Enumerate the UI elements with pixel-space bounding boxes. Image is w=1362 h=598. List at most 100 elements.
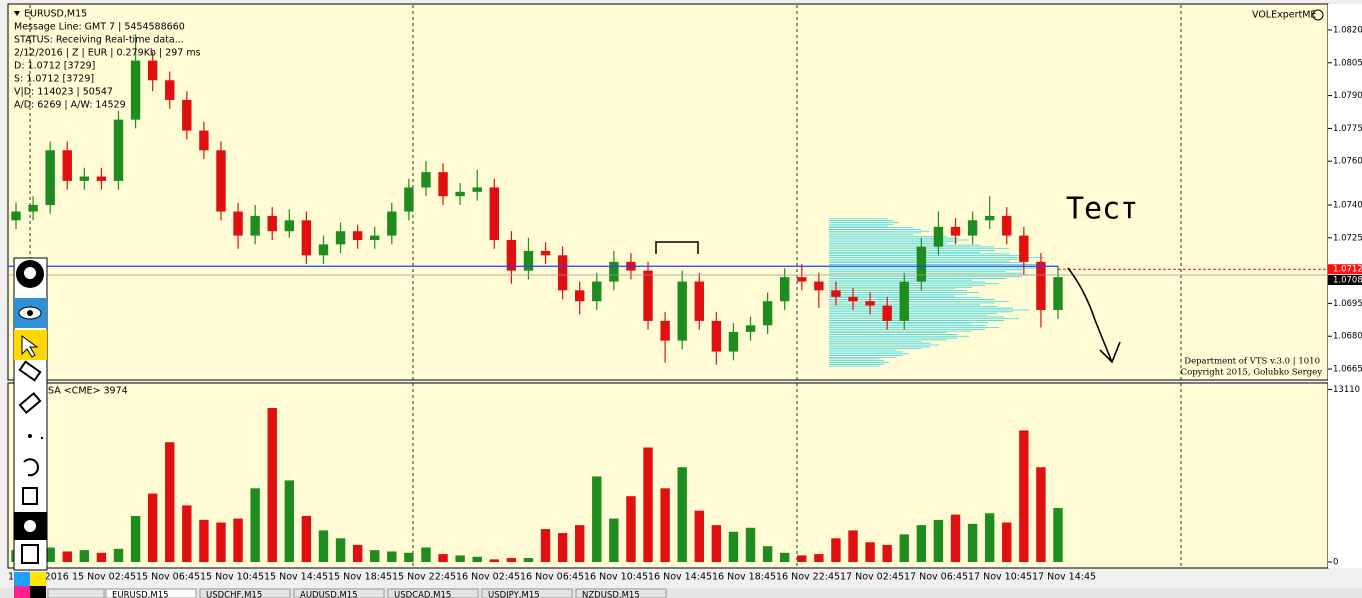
candle-body bbox=[899, 281, 909, 321]
volume-bar bbox=[387, 551, 397, 562]
volume-bar bbox=[694, 510, 704, 562]
credit: Copyright 2015, Golubko Sergey bbox=[1181, 368, 1323, 378]
candle-body bbox=[489, 187, 499, 240]
camera-icon bbox=[24, 520, 36, 532]
tab[interactable] bbox=[387, 588, 479, 598]
dot-tool[interactable] bbox=[40, 436, 44, 440]
volume-bar bbox=[335, 538, 346, 562]
volume-bar bbox=[933, 519, 944, 562]
volume-bar bbox=[557, 533, 568, 562]
volume-bar bbox=[267, 408, 277, 562]
candle-body bbox=[711, 320, 722, 352]
candle-body bbox=[165, 80, 175, 100]
candle-body bbox=[540, 250, 551, 256]
y-tick-label: 1.0820 bbox=[1333, 25, 1362, 35]
volume-bar bbox=[199, 519, 209, 562]
volume-bar bbox=[62, 551, 72, 562]
undo-tool[interactable] bbox=[23, 458, 39, 477]
volume-bar bbox=[216, 522, 226, 562]
volume-bar bbox=[165, 442, 175, 562]
volume-bar bbox=[1002, 522, 1012, 562]
volume-bar bbox=[609, 518, 619, 562]
x-tick-label: 15 Nov 18:45 bbox=[328, 572, 392, 583]
eraser-tool[interactable] bbox=[18, 391, 42, 415]
candle-body bbox=[728, 331, 739, 352]
volume-bar bbox=[677, 467, 687, 562]
candle-body bbox=[916, 246, 927, 282]
volume-bar bbox=[848, 530, 858, 562]
candle-body bbox=[762, 301, 773, 326]
y-tick-label: 1.0790 bbox=[1333, 91, 1362, 101]
volume-bar bbox=[762, 546, 773, 562]
candle-body bbox=[421, 172, 431, 188]
volume-bar bbox=[728, 531, 739, 562]
y-tick-label: 1.0775 bbox=[1333, 124, 1362, 134]
volume-bar bbox=[950, 514, 961, 562]
price-marker-label: 1.0712 bbox=[1333, 265, 1362, 275]
x-tick-label: 16 Nov 06:45 bbox=[520, 572, 584, 583]
candle-body bbox=[814, 281, 824, 291]
candle-body bbox=[865, 301, 875, 306]
color-yellow[interactable] bbox=[30, 572, 46, 586]
candle-body bbox=[147, 60, 158, 81]
credit: Department of VTS v.3.0 | 1010 bbox=[1184, 357, 1320, 367]
dot-tool[interactable] bbox=[28, 434, 32, 438]
volume-bar bbox=[147, 493, 158, 562]
candle-body bbox=[575, 290, 585, 302]
volume-bar bbox=[745, 527, 756, 562]
volume-bar bbox=[711, 525, 722, 562]
y-tick-label: 1.0740 bbox=[1333, 200, 1362, 210]
color-pink[interactable] bbox=[14, 586, 30, 598]
y-tick-label: 1.0695 bbox=[1333, 299, 1362, 309]
candle-body bbox=[882, 305, 892, 321]
tab-label: NZDUSD,M15 bbox=[582, 591, 640, 598]
tab-label: EURUSD,M15 bbox=[112, 591, 169, 598]
volume-bar bbox=[370, 550, 380, 562]
tab[interactable] bbox=[47, 588, 105, 598]
price-pane bbox=[7, 3, 1329, 381]
list-tool[interactable] bbox=[21, 544, 39, 564]
color-blue[interactable] bbox=[14, 572, 30, 586]
candle-body bbox=[506, 239, 517, 271]
candle-body bbox=[62, 150, 72, 181]
price-marker-label: 1.0708 bbox=[1333, 275, 1362, 285]
tab[interactable] bbox=[199, 588, 291, 598]
candle-body bbox=[96, 176, 107, 181]
info-line: STATUS: Receiving Real-time data... bbox=[14, 35, 184, 46]
tab[interactable] bbox=[293, 588, 385, 598]
drawn-annotation: Тест bbox=[1066, 192, 1138, 227]
collapse-icon[interactable] bbox=[14, 11, 20, 16]
volume-bar bbox=[1036, 467, 1046, 562]
volume-bar bbox=[797, 555, 807, 562]
tab[interactable] bbox=[105, 588, 197, 598]
trash-tool[interactable] bbox=[22, 487, 38, 505]
x-tick-label: 17 Nov 10:45 bbox=[968, 572, 1032, 583]
marker-tool[interactable] bbox=[18, 360, 42, 382]
candle-body bbox=[523, 250, 534, 271]
volume-bar bbox=[130, 515, 141, 562]
candle-body bbox=[284, 220, 295, 232]
volume-bar bbox=[404, 552, 414, 562]
tab-label: USDJPY,M15 bbox=[488, 591, 540, 598]
info-line: D: 1.0712 [3729] bbox=[14, 61, 95, 72]
x-tick-label: 17 Nov 06:45 bbox=[904, 572, 968, 583]
volume-bar bbox=[899, 534, 909, 562]
color-black[interactable] bbox=[30, 586, 46, 598]
candle-body bbox=[79, 176, 90, 181]
tab[interactable] bbox=[481, 588, 573, 598]
tab[interactable] bbox=[575, 588, 667, 598]
candle-body bbox=[438, 172, 448, 197]
x-tick-label: 15 Nov 10:45 bbox=[200, 572, 264, 583]
volume-bar bbox=[540, 529, 551, 562]
candle-body bbox=[1019, 235, 1029, 262]
candle-body bbox=[370, 235, 380, 240]
info-line: V|D: 114023 | 50547 bbox=[14, 87, 113, 98]
candle-body bbox=[950, 226, 961, 236]
info-line: A/D: 6269 | A/W: 14529 bbox=[14, 100, 126, 111]
x-tick-label: 17 Nov 02:45 bbox=[840, 572, 904, 583]
volume-bar bbox=[318, 530, 329, 562]
volume-bar bbox=[779, 552, 790, 562]
candle-body bbox=[216, 150, 226, 212]
volume-bar bbox=[438, 554, 448, 562]
close-indicator[interactable] bbox=[1312, 9, 1324, 21]
